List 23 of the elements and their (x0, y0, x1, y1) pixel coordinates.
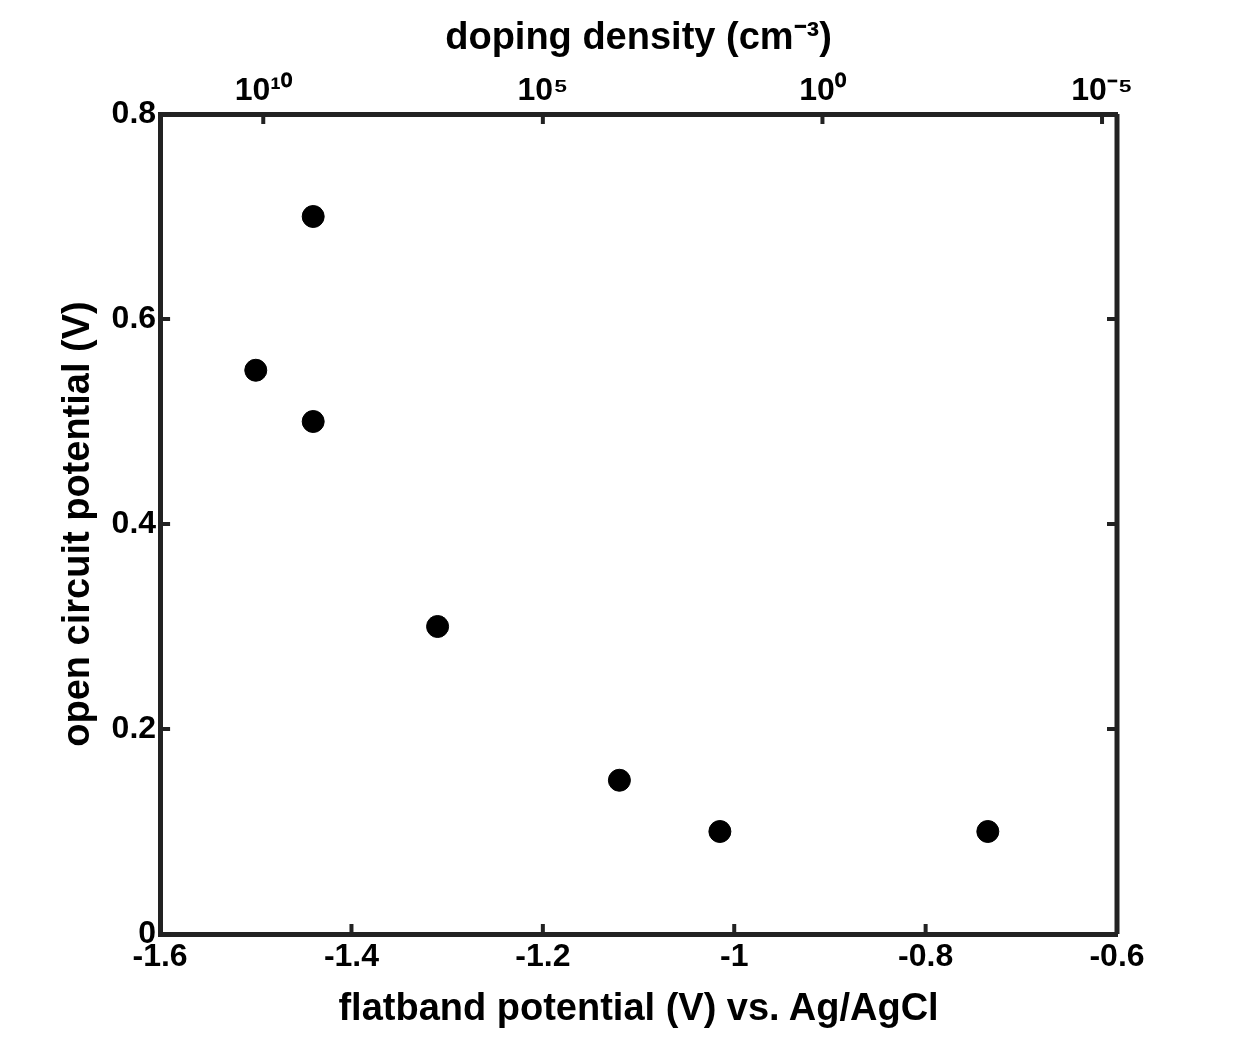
x-tick-label: -0.8 (898, 937, 954, 974)
x2-tick-label: 10⁻⁵ (1071, 70, 1133, 107)
x2-tick-label: 10¹⁰ (234, 70, 293, 107)
y-tick-label: 0.4 (111, 503, 157, 540)
y-tick-label: 0.8 (111, 93, 157, 130)
x2-tick-label: 10⁰ (799, 70, 847, 107)
point (244, 358, 268, 382)
x-tick-label: -1.2 (515, 937, 571, 974)
x2-axis-title: doping density (cm⁻³) (445, 15, 832, 58)
point (607, 768, 631, 792)
y-tick-label: 0.2 (111, 708, 157, 745)
x-tick-label: -1 (720, 937, 749, 974)
point (976, 820, 1000, 843)
point (708, 820, 732, 843)
y-axis-title: open circuit potential (V) (55, 301, 98, 747)
x2-tick-label: 10⁵ (517, 70, 569, 107)
point (301, 410, 325, 433)
x-axis-title: flatband potential (V) vs. Ag/AgCl (338, 985, 939, 1028)
x-tick-label: -1.4 (323, 937, 380, 974)
x-tick-label: -0.6 (1089, 937, 1145, 974)
point (426, 615, 450, 638)
point (301, 205, 325, 228)
y-tick-label: 0.6 (111, 298, 157, 335)
